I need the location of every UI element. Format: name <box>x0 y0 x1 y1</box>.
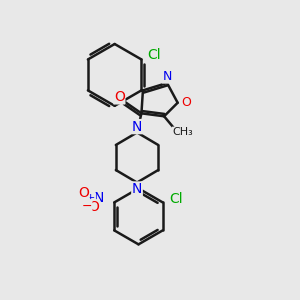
Text: O: O <box>78 186 89 200</box>
Text: N: N <box>132 182 142 196</box>
Text: O: O <box>88 200 99 214</box>
Text: N: N <box>162 70 172 83</box>
Text: N: N <box>132 120 142 134</box>
Text: O: O <box>181 96 191 109</box>
Text: CH₃: CH₃ <box>172 127 193 137</box>
Text: +: + <box>86 193 95 203</box>
Text: −: − <box>81 200 92 213</box>
Text: Cl: Cl <box>147 48 160 62</box>
Text: O: O <box>114 90 125 104</box>
Text: N: N <box>94 191 104 205</box>
Text: Cl: Cl <box>169 192 183 206</box>
